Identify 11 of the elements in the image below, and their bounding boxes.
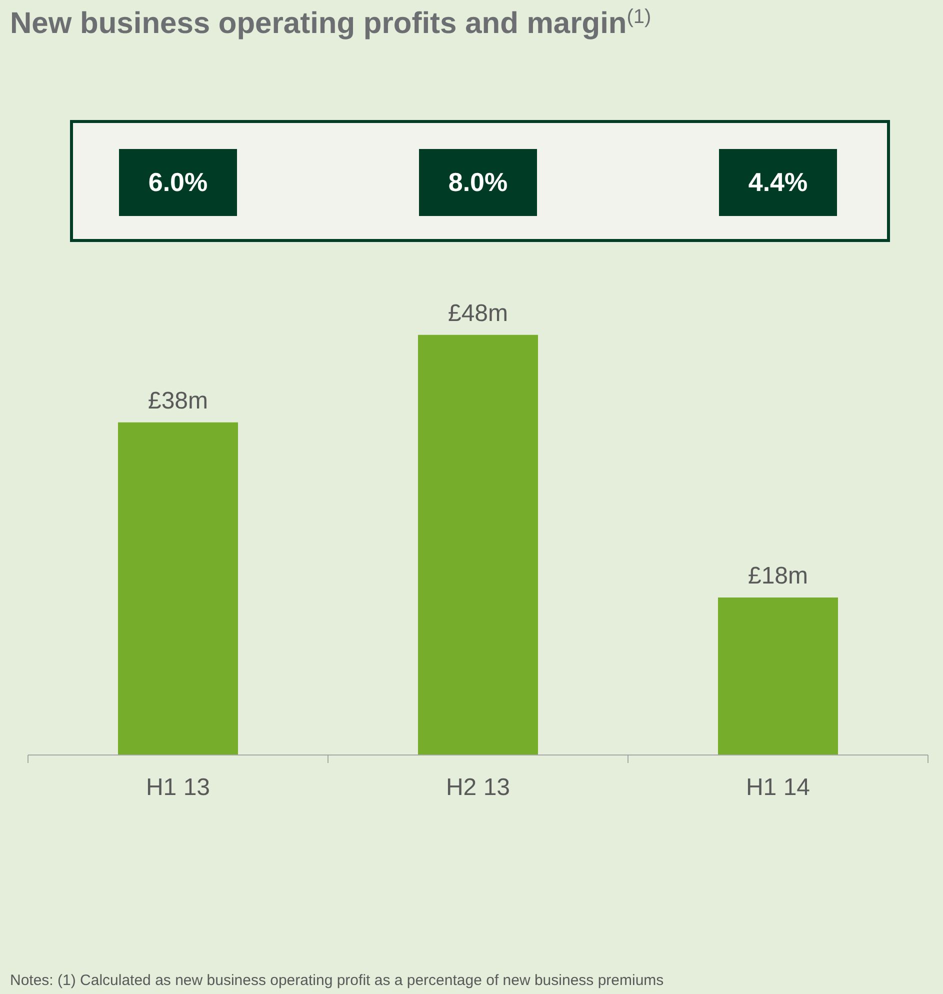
data-label: £38m <box>148 387 208 414</box>
data-label: £18m <box>748 562 808 590</box>
data-label: £48m <box>448 300 508 327</box>
text: Notes: (1) Calculated as new business operating profit as a percentage of new business premiums <box>10 972 664 989</box>
x-tick-label: H2 13 <box>446 774 510 801</box>
x-tick-label: H1 13 <box>146 774 210 801</box>
text: 6.0% <box>119 149 237 216</box>
x-tick-label: H1 14 <box>746 774 810 801</box>
chart-title: New business operating profits and margin$^{(1)}$ <box>10 6 652 40</box>
text: 8.0% <box>419 149 537 216</box>
text: 4.4% <box>719 149 837 216</box>
